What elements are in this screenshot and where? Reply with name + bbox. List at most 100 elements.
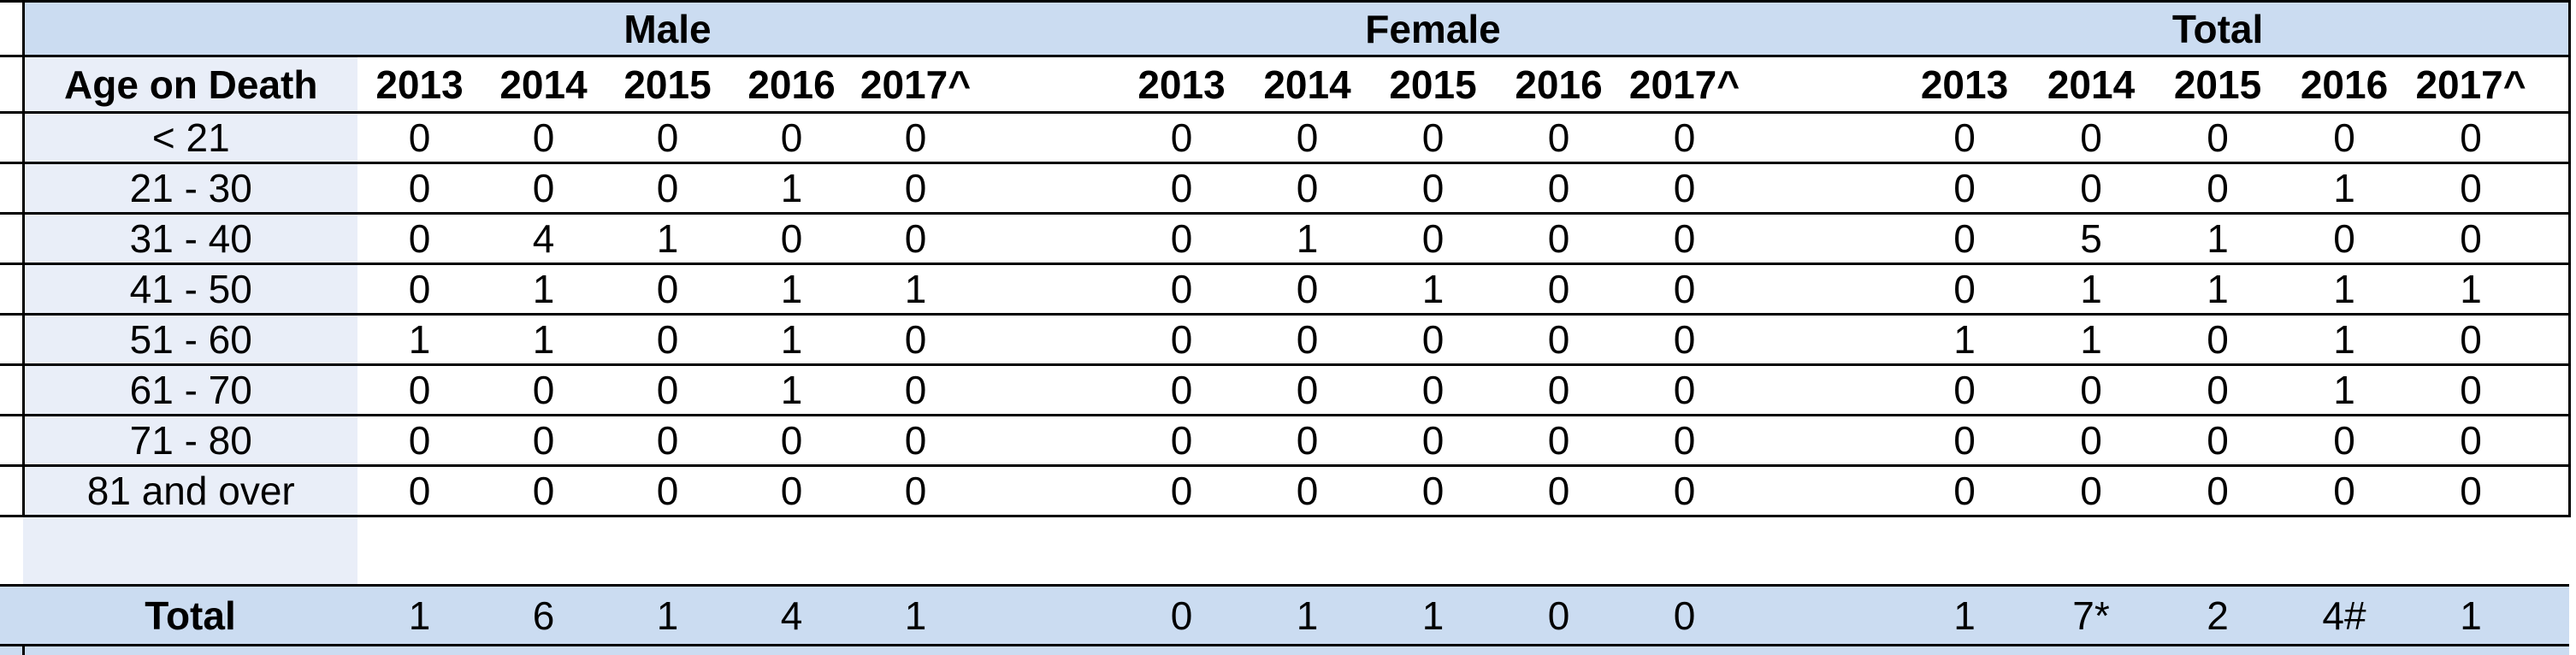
group-gap <box>978 112 1119 164</box>
cell: 0 <box>1901 415 2029 467</box>
corner-band-cell <box>23 0 357 57</box>
cell: 0 <box>1622 465 1748 517</box>
cell: 0 <box>1119 112 1244 164</box>
cell: 0 <box>730 415 854 467</box>
cell: 0 <box>854 465 978 517</box>
total-cell: 6 <box>482 584 606 646</box>
year-header-male-2013: 2013 <box>357 56 482 114</box>
sliver-cells <box>23 645 2535 655</box>
year-header-male-2015: 2015 <box>606 56 730 114</box>
cell: 1 <box>2281 314 2408 366</box>
year-header-male-2016: 2016 <box>730 56 854 114</box>
cell: 0 <box>1496 162 1622 215</box>
age-range-label: 61 - 70 <box>23 364 357 416</box>
cell: 0 <box>1119 162 1244 215</box>
right-edge <box>2569 585 2576 646</box>
right-edge <box>2569 162 2576 214</box>
cell: 0 <box>2281 415 2408 467</box>
cell: 0 <box>1901 263 2029 316</box>
cell: 0 <box>1119 415 1244 467</box>
total-cell: 2 <box>2154 584 2282 646</box>
group-header-total: Total <box>1901 0 2535 57</box>
cell: 0 <box>1496 112 1622 164</box>
group-gap <box>1747 465 1902 517</box>
total-cell: 1 <box>1370 584 1496 646</box>
cell: 1 <box>730 314 854 366</box>
group-gap <box>1747 263 1902 316</box>
cell: 0 <box>482 415 606 467</box>
cell: 0 <box>2281 465 2408 517</box>
total-cell: 0 <box>1622 584 1748 646</box>
group-gap <box>978 465 1119 517</box>
table-row-31-40: 31 - 40 0 4 1 0 0 0 1 0 0 0 0 5 1 0 0 <box>0 213 2576 265</box>
cell: 0 <box>1901 112 2029 164</box>
group-gap <box>978 213 1119 265</box>
group-gap <box>1747 162 1902 215</box>
cell: 0 <box>1901 162 2029 215</box>
cell: 0 <box>1622 112 1748 164</box>
cell: 0 <box>1119 213 1244 265</box>
cell: 0 <box>482 364 606 416</box>
group-gap <box>978 415 1119 467</box>
right-gutter <box>2534 465 2571 517</box>
cell: 1 <box>2028 314 2155 366</box>
cell: 0 <box>854 415 978 467</box>
cell: 1 <box>2281 263 2408 316</box>
group-gap <box>978 56 1119 114</box>
right-gutter <box>2534 0 2571 57</box>
total-cell: 1 <box>357 584 482 646</box>
cell: 1 <box>482 314 606 366</box>
cell: 1 <box>1901 314 2029 366</box>
right-edge <box>2569 112 2576 163</box>
left-gutter <box>0 162 25 215</box>
cell: 0 <box>1119 263 1244 316</box>
cell: 0 <box>2154 465 2282 517</box>
total-cell: 1 <box>2408 584 2535 646</box>
cell: 0 <box>606 465 730 517</box>
right-gutter <box>2534 516 2569 586</box>
group-header-male: Male <box>357 0 978 57</box>
cell: 0 <box>730 213 854 265</box>
left-gutter <box>0 364 25 416</box>
table-row-81-and-over: 81 and over 0 0 0 0 0 0 0 0 0 0 0 0 0 0 … <box>0 465 2576 517</box>
age-range-label: 81 and over <box>23 465 357 517</box>
right-edge <box>2569 516 2576 586</box>
cell: 0 <box>1370 364 1496 416</box>
left-gutter <box>0 56 25 114</box>
right-gutter <box>2534 112 2571 164</box>
left-gutter <box>0 314 25 366</box>
cell: 0 <box>1370 162 1496 215</box>
year-header-male-2014: 2014 <box>482 56 606 114</box>
cell: 1 <box>730 263 854 316</box>
left-gutter <box>0 112 25 164</box>
group-gap <box>1747 112 1902 164</box>
cell: 0 <box>357 213 482 265</box>
cell: 0 <box>1370 213 1496 265</box>
table-row-41-50: 41 - 50 0 1 0 1 1 0 0 1 0 0 0 1 1 1 1 <box>0 263 2576 316</box>
right-gutter <box>2534 314 2571 366</box>
table-row-under-21: < 21 0 0 0 0 0 0 0 0 0 0 0 0 0 0 0 <box>0 112 2576 164</box>
cell: 0 <box>357 263 482 316</box>
right-gutter <box>2534 162 2571 215</box>
year-header-female-2016: 2016 <box>1496 56 1622 114</box>
total-cell: 0 <box>1496 584 1622 646</box>
cell: 0 <box>482 162 606 215</box>
cell: 0 <box>357 112 482 164</box>
left-gutter <box>0 263 25 316</box>
group-gap <box>978 314 1119 366</box>
cell: 0 <box>1370 415 1496 467</box>
group-gap <box>1747 56 1902 114</box>
cell: 0 <box>730 465 854 517</box>
group-header-female: Female <box>1119 0 1748 57</box>
right-edge <box>2569 465 2576 516</box>
cell: 0 <box>2408 465 2535 517</box>
cell: 0 <box>1622 263 1748 316</box>
cell: 0 <box>1370 112 1496 164</box>
cell: 0 <box>1244 465 1370 517</box>
cell: 0 <box>2281 112 2408 164</box>
cell: 0 <box>2028 364 2155 416</box>
left-gutter <box>0 645 25 655</box>
cell: 0 <box>2154 415 2282 467</box>
cell: 1 <box>2281 364 2408 416</box>
year-header-total-2013: 2013 <box>1901 56 2029 114</box>
